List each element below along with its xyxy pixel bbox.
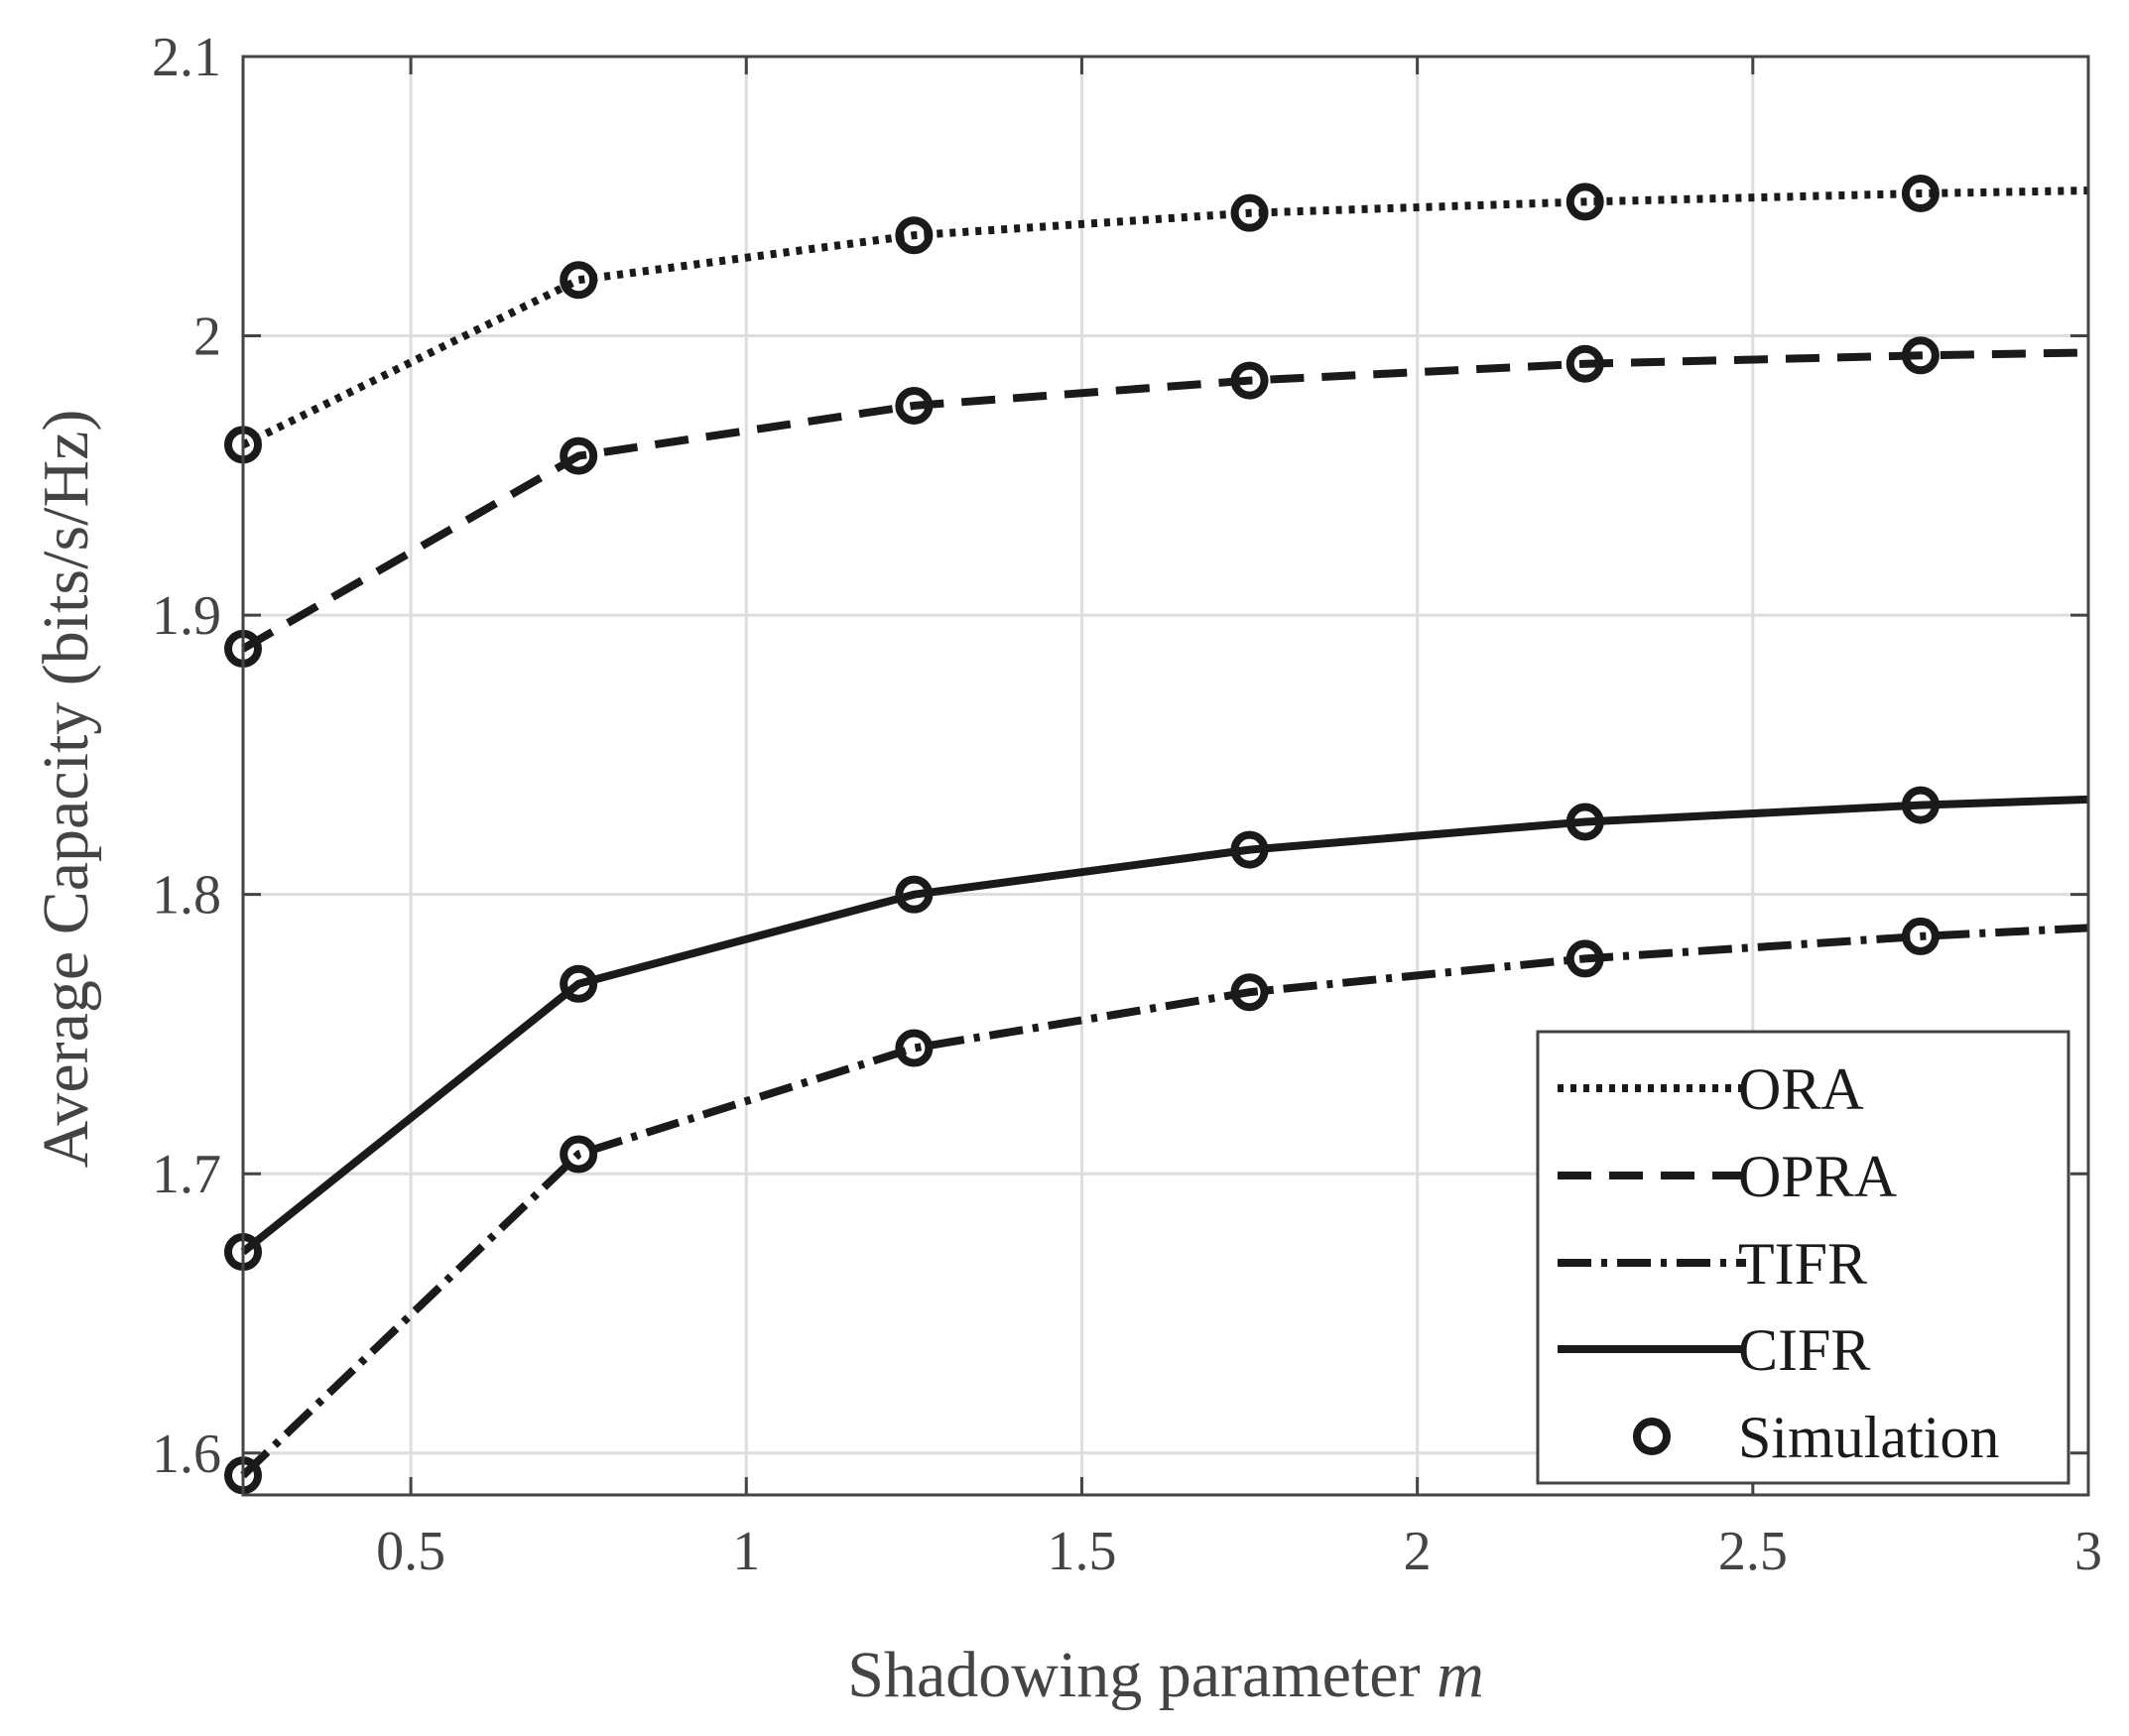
series-line-tifr xyxy=(240,924,2089,1479)
y-tick-label: 2.1 xyxy=(152,27,221,88)
simulation-point-cifr xyxy=(1230,830,1269,869)
series-line-ora xyxy=(241,186,2089,448)
legend-box xyxy=(1536,1030,2070,1485)
x-axis-title: Shadowing parameter m xyxy=(847,1639,1483,1711)
legend-opra-label: OPRA xyxy=(1738,1144,1897,1209)
x-tick-label: 0.5 xyxy=(376,1521,445,1582)
x-axis-variable: m xyxy=(1437,1639,1484,1711)
legend-simulation-label: Simulation xyxy=(1738,1405,1999,1470)
y-tick-label: 2 xyxy=(193,307,221,368)
legend: ORA OPRA TIFR CIFR Simulation xyxy=(1536,1030,2070,1485)
simulation-point-cifr xyxy=(560,964,598,1003)
simulation-point-opra xyxy=(1230,361,1269,400)
plot-frame xyxy=(241,55,2090,1497)
simulation-point-opra xyxy=(1901,336,1940,375)
legend-ora-label: ORA xyxy=(1738,1056,1864,1122)
legend-cifr-label: CIFR xyxy=(1738,1317,1870,1383)
simulation-point-ora xyxy=(1901,174,1940,212)
simulation-point-ora xyxy=(895,216,934,255)
series-line-opra xyxy=(241,348,2089,653)
y-tick-label: 1.7 xyxy=(152,1144,221,1205)
tick-marks xyxy=(243,55,2090,1495)
simulation-point-cifr xyxy=(1901,786,1940,824)
y-tick-label: 1.8 xyxy=(152,865,221,927)
x-tick-labels: 0.5 1 1.5 2 2.5 3 xyxy=(376,1521,2102,1582)
y-tick-labels: 1.6 1.7 1.8 1.9 2 2.1 xyxy=(152,27,221,1485)
simulation-point-ora xyxy=(1230,193,1269,232)
simulation-point-ora xyxy=(560,261,598,300)
simulation-point-tifr xyxy=(1230,973,1269,1012)
series-line-cifr xyxy=(240,795,2089,1256)
simulation-point-cifr xyxy=(895,875,934,914)
simulation-point-opra xyxy=(895,386,934,425)
legend-tifr-label: TIFR xyxy=(1738,1231,1867,1297)
y-tick-label: 1.9 xyxy=(152,585,221,647)
x-tick-label: 3 xyxy=(2074,1521,2102,1582)
x-tick-label: 1 xyxy=(732,1521,760,1582)
simulation-point-tifr xyxy=(1565,939,1604,978)
simulation-point-ora xyxy=(1565,183,1604,221)
simulation-point-opra xyxy=(560,436,598,475)
legend-simulation-marker xyxy=(1633,1418,1671,1455)
y-axis-title: Average Capacity (bits/s/Hz) xyxy=(30,410,102,1169)
simulation-point-tifr xyxy=(560,1135,598,1174)
x-tick-label: 2 xyxy=(1404,1521,1432,1582)
y-tick-label: 1.6 xyxy=(152,1424,221,1485)
x-tick-label: 1.5 xyxy=(1047,1521,1116,1582)
x-axis-title-text: Shadowing parameter xyxy=(847,1639,1420,1711)
x-tick-label: 2.5 xyxy=(1718,1521,1788,1582)
series-lines xyxy=(240,186,2089,1479)
simulation-point-cifr xyxy=(1565,803,1604,841)
simulation-point-tifr xyxy=(1901,917,1940,955)
simulation-point-tifr xyxy=(895,1029,934,1067)
simulation-point-opra xyxy=(1565,344,1604,383)
